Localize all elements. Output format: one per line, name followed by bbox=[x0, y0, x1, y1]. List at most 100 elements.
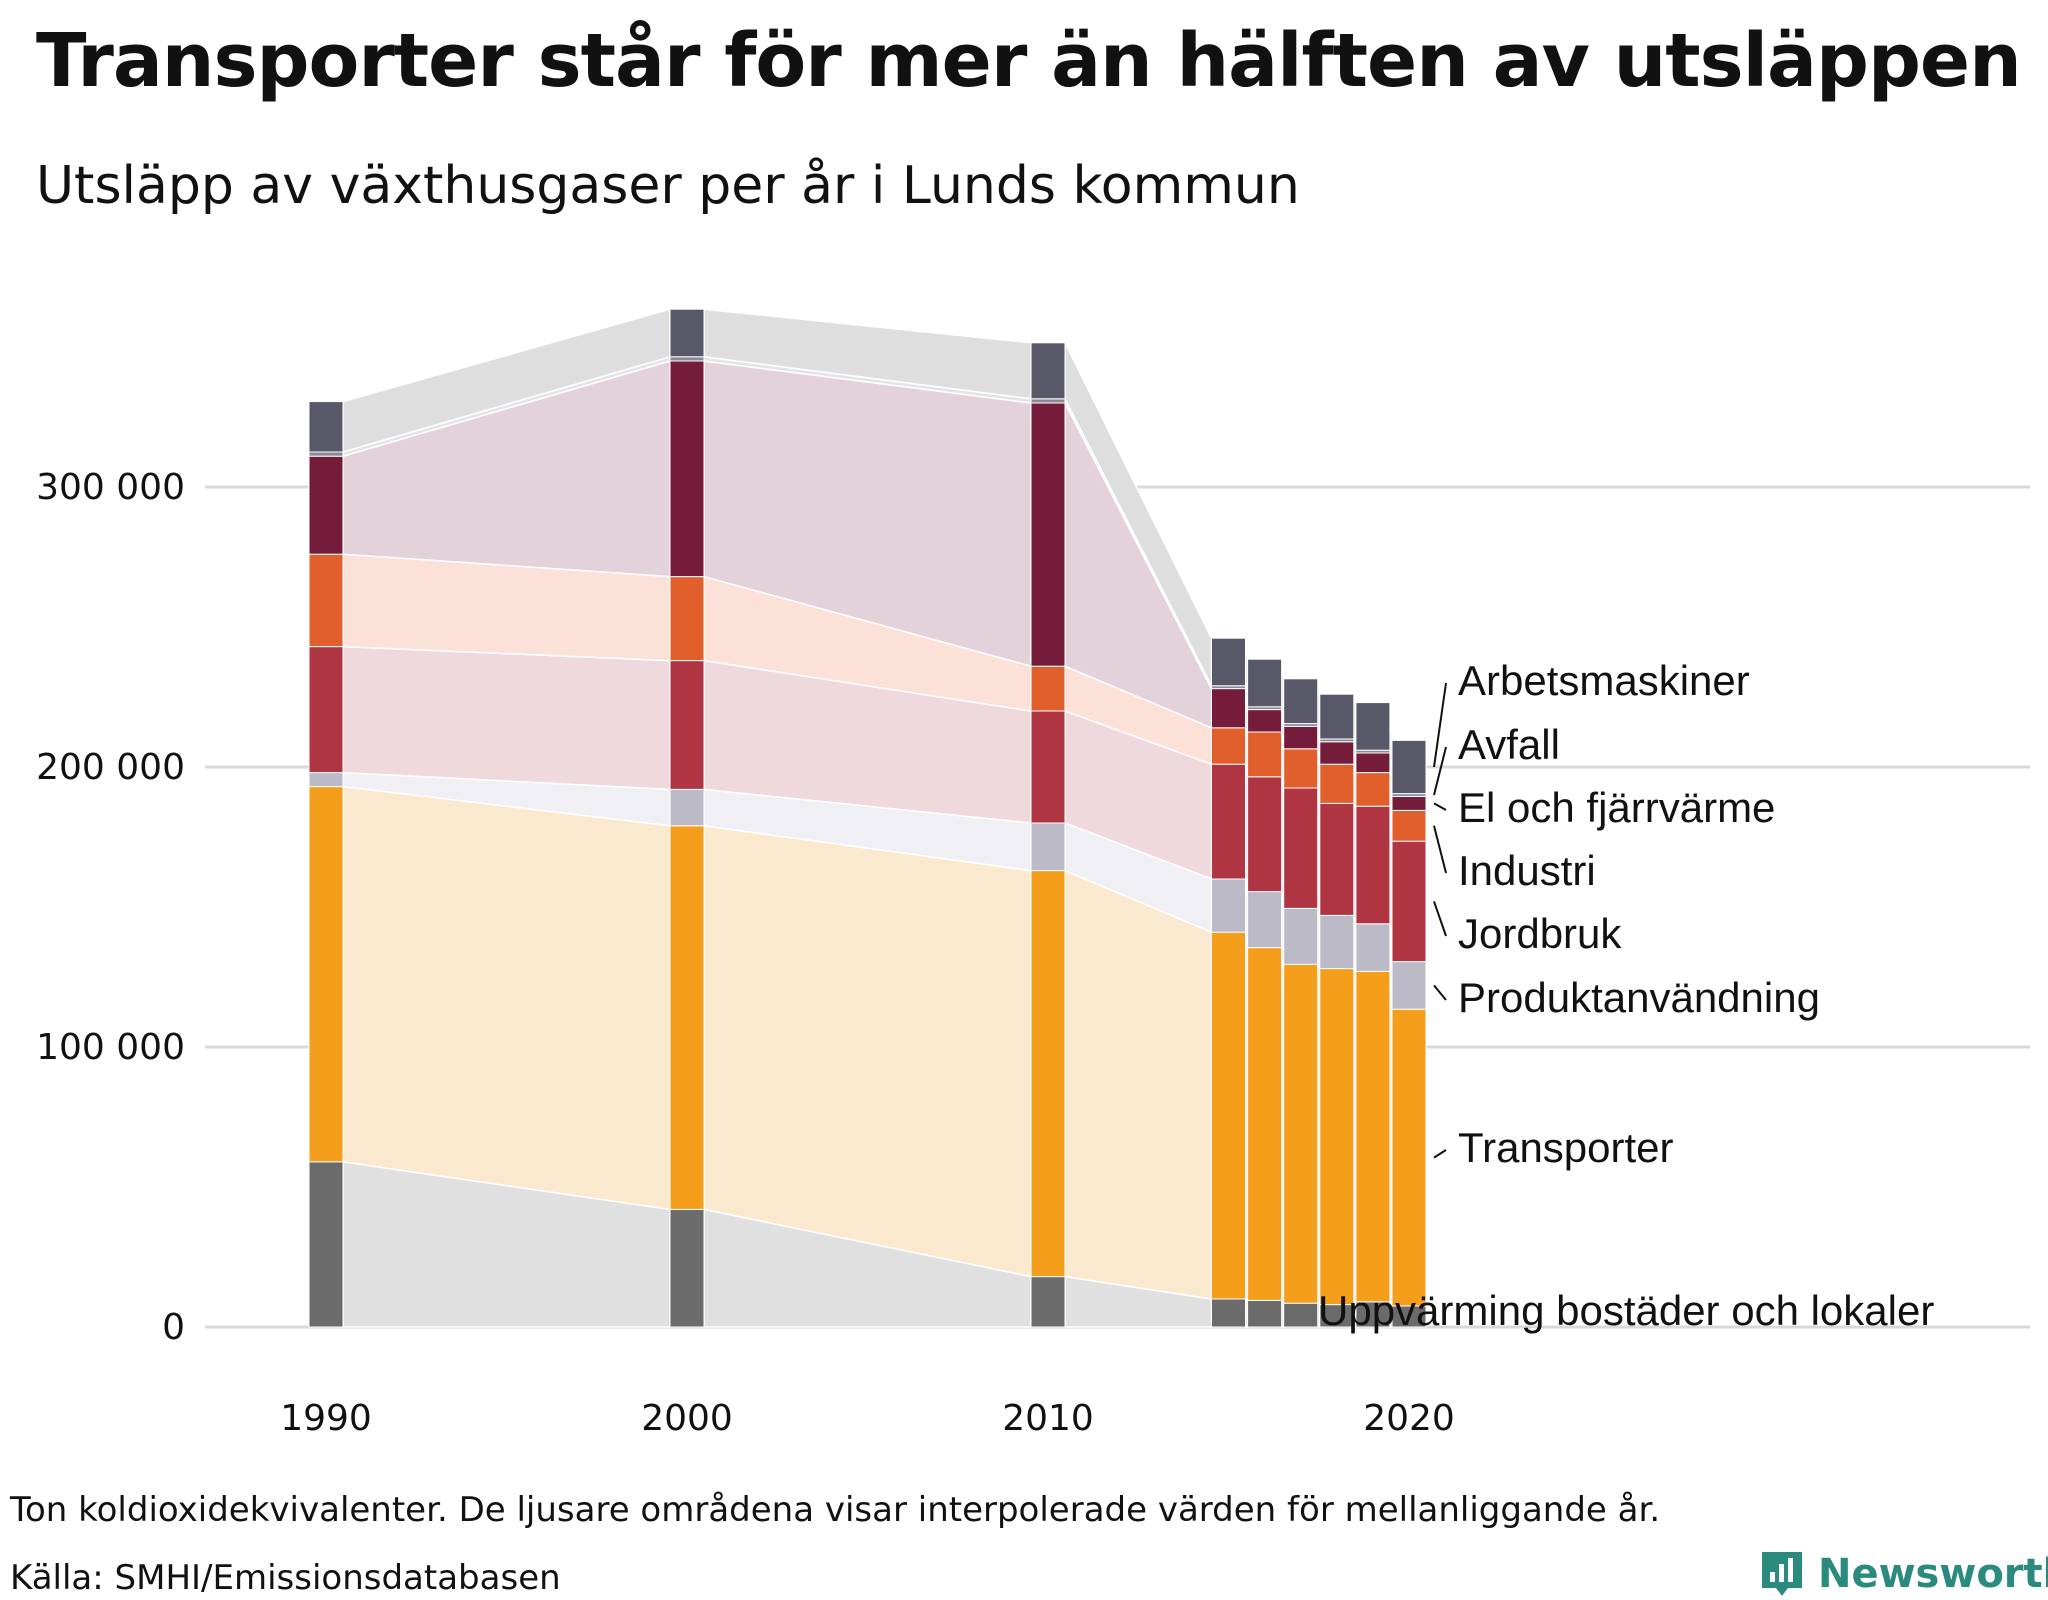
footnote: Ton koldioxidekvivalenter. De ljusare om… bbox=[10, 1490, 1661, 1530]
bar-segment[interactable] bbox=[1211, 637, 1246, 687]
bar-segment[interactable] bbox=[1030, 402, 1066, 667]
leader-line bbox=[1433, 901, 1447, 937]
series-label: Arbetsmaskiner bbox=[1458, 657, 1750, 704]
bar-segment[interactable] bbox=[308, 772, 344, 788]
bar-segment[interactable] bbox=[669, 308, 705, 358]
bar-segment[interactable] bbox=[1355, 805, 1391, 925]
series-label: El och fjärrvärme bbox=[1458, 784, 1775, 831]
bar-segment[interactable] bbox=[1319, 802, 1355, 916]
bar-segment[interactable] bbox=[1283, 748, 1319, 789]
bar-segment[interactable] bbox=[1211, 878, 1246, 933]
bar-segment[interactable] bbox=[1319, 693, 1355, 740]
bar-segment[interactable] bbox=[1211, 763, 1246, 880]
bar-segment[interactable] bbox=[1355, 752, 1391, 774]
bar-segment[interactable] bbox=[1247, 658, 1283, 708]
bar-segment[interactable] bbox=[1247, 731, 1283, 778]
bar-segment[interactable] bbox=[1391, 739, 1427, 795]
area-segment bbox=[1064, 869, 1213, 1300]
series-label: Uppvärming bostäder och lokaler bbox=[1318, 1287, 1934, 1334]
bar-segment[interactable] bbox=[1319, 741, 1355, 765]
chart-title: Transporter står för mer än hälften av u… bbox=[36, 18, 2022, 104]
series-label: Jordbruk bbox=[1458, 910, 1622, 957]
leader-line bbox=[1433, 746, 1447, 796]
bar-segment[interactable] bbox=[1319, 914, 1355, 970]
area-segment bbox=[342, 645, 671, 791]
leader-line bbox=[1433, 825, 1447, 874]
bar-segment[interactable] bbox=[1030, 398, 1066, 404]
x-tick-label: 2000 bbox=[641, 1398, 733, 1439]
series-label: Industri bbox=[1458, 847, 1596, 894]
bar-segment[interactable] bbox=[1319, 968, 1355, 1306]
bar-segment[interactable] bbox=[308, 646, 344, 774]
bar-segment[interactable] bbox=[1283, 678, 1319, 725]
series-labels: Uppvärming bostäder och lokaler Transport… bbox=[1318, 657, 1934, 1334]
bar-segment[interactable] bbox=[1247, 1299, 1283, 1328]
bar-segment[interactable] bbox=[1391, 809, 1427, 842]
bar-segment[interactable] bbox=[1283, 1302, 1319, 1328]
source-note: Källa: SMHI/Emissionsdatabasen bbox=[10, 1558, 561, 1598]
bar-segment[interactable] bbox=[1211, 931, 1246, 1300]
leader-line bbox=[1433, 802, 1447, 811]
bar-segment[interactable] bbox=[1211, 1298, 1246, 1328]
bar-segment[interactable] bbox=[1247, 709, 1283, 733]
x-tick-label: 2020 bbox=[1363, 1398, 1455, 1439]
interpolated-areas bbox=[342, 308, 1393, 1328]
bar-segment[interactable] bbox=[1391, 840, 1427, 963]
bar-segment[interactable] bbox=[1283, 787, 1319, 909]
bar-segment[interactable] bbox=[1030, 1276, 1066, 1328]
bar-segment[interactable] bbox=[1355, 772, 1391, 807]
bar-segment[interactable] bbox=[1247, 776, 1283, 893]
bar-segment[interactable] bbox=[1030, 342, 1066, 400]
leader-line bbox=[1433, 1149, 1447, 1159]
y-tick-label: 0 bbox=[162, 1307, 185, 1348]
bar-segment[interactable] bbox=[669, 576, 705, 662]
bar-segment[interactable] bbox=[1211, 688, 1246, 729]
bar-segment[interactable] bbox=[1247, 891, 1283, 949]
bar-segment[interactable] bbox=[308, 1161, 344, 1328]
series-label: Produktanvändning bbox=[1458, 974, 1820, 1021]
leader-line bbox=[1433, 984, 1447, 1001]
series-label: Avfall bbox=[1458, 721, 1560, 768]
bar-segment[interactable] bbox=[1030, 822, 1066, 872]
bar-segment[interactable] bbox=[308, 553, 344, 648]
bar-segment[interactable] bbox=[1283, 907, 1319, 965]
bars bbox=[308, 308, 1427, 1328]
bar-segment[interactable] bbox=[308, 451, 344, 457]
bar-segment[interactable] bbox=[669, 660, 705, 790]
bar-segment[interactable] bbox=[308, 786, 344, 1163]
bar-segment[interactable] bbox=[1211, 727, 1246, 765]
bar-segment[interactable] bbox=[669, 360, 705, 578]
bar-segment[interactable] bbox=[1030, 665, 1066, 712]
bar-segment[interactable] bbox=[1391, 795, 1427, 811]
bar-segment[interactable] bbox=[1355, 702, 1391, 751]
bar-segment[interactable] bbox=[1391, 961, 1427, 1010]
bar-segment[interactable] bbox=[1247, 947, 1283, 1301]
area-segment bbox=[342, 785, 671, 1211]
bar-segment[interactable] bbox=[669, 356, 705, 362]
chart-subtitle: Utsläpp av växthusgaser per år i Lunds k… bbox=[36, 156, 1300, 216]
leader-line bbox=[1433, 682, 1447, 768]
bar-segment[interactable] bbox=[308, 401, 344, 453]
bar-segment[interactable] bbox=[1355, 923, 1391, 972]
x-tick-label: 2010 bbox=[1002, 1398, 1094, 1439]
axes: 0 100 000 200 000 300 000 1990 2000 2010 2020 bbox=[36, 467, 1455, 1439]
brand-logo[interactable]: Newsworthy bbox=[1758, 1548, 2048, 1600]
bar-segment[interactable] bbox=[1030, 710, 1066, 824]
bar-segment[interactable] bbox=[669, 788, 705, 827]
bar-segment[interactable] bbox=[669, 825, 705, 1210]
bar-segment[interactable] bbox=[1355, 970, 1391, 1303]
y-tick-label: 300 000 bbox=[36, 467, 185, 508]
bar-segment[interactable] bbox=[1283, 725, 1319, 750]
brand-name: Newsworthy bbox=[1818, 1551, 2048, 1597]
bar-segment[interactable] bbox=[1391, 1008, 1427, 1307]
bar-segment[interactable] bbox=[669, 1208, 705, 1328]
bar-segment[interactable] bbox=[308, 455, 344, 555]
bar-segment[interactable] bbox=[1283, 963, 1319, 1304]
bar-segment[interactable] bbox=[1030, 870, 1066, 1278]
newsworthy-logo-icon bbox=[1762, 1552, 1802, 1596]
y-tick-label: 100 000 bbox=[36, 1027, 185, 1068]
x-tick-label: 1990 bbox=[280, 1398, 372, 1439]
bar-segment[interactable] bbox=[1319, 763, 1355, 804]
area-segment bbox=[703, 824, 1032, 1278]
